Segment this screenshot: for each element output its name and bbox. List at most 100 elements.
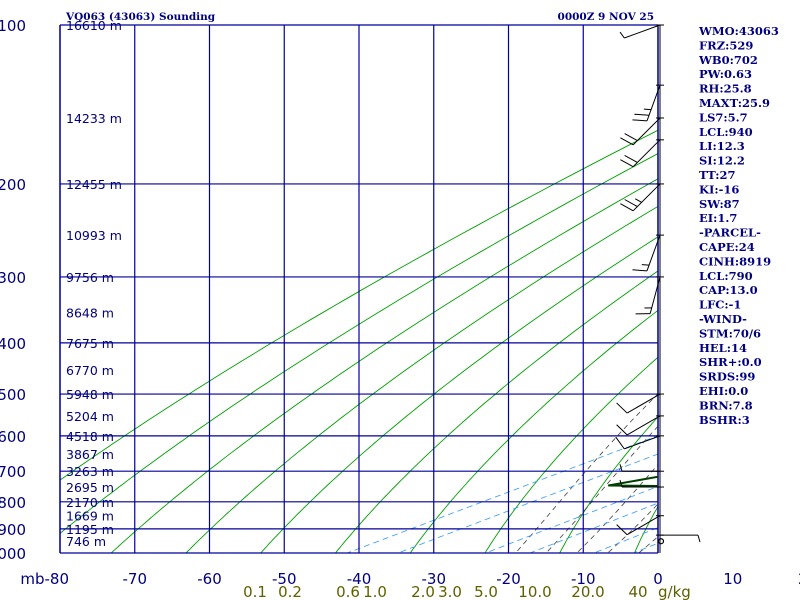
pressure-temperature-grid <box>59 24 659 554</box>
temperature-tick-label: 10 <box>723 570 742 588</box>
moist-adiabat-line <box>545 425 658 553</box>
height-label: 2695 m <box>66 480 114 495</box>
mixing-ratio-line <box>396 453 658 553</box>
index-line: EHI:0.0 <box>699 384 748 398</box>
height-label: 16610 m <box>66 18 122 33</box>
wind-barb <box>616 393 664 414</box>
barb-staff <box>632 183 661 212</box>
barb-staff <box>649 276 661 314</box>
index-line: LFC:-1 <box>699 298 741 312</box>
pressure-tick-label: 800 <box>0 494 26 512</box>
height-label: 4518 m <box>66 429 114 444</box>
profile-lines <box>608 475 658 488</box>
index-line: LI:12.3 <box>699 139 745 153</box>
wind-barbs <box>615 24 701 553</box>
pressure-tick-label: 600 <box>0 428 26 446</box>
height-label: 5948 m <box>66 387 114 402</box>
barb-flag <box>620 203 634 212</box>
mixing-ratio-line <box>484 485 658 553</box>
mixing-ratio-label: 0.6 <box>336 583 360 600</box>
dry-adiabat-line <box>559 416 658 553</box>
barb-flag <box>624 133 638 142</box>
mixing-ratio-label: g/kg <box>658 583 691 600</box>
index-line: SHR+:0.0 <box>699 355 762 369</box>
height-label: 8648 m <box>66 305 114 320</box>
index-line: CINH:8919 <box>699 254 771 268</box>
temperature-tick-label: -40 <box>347 570 372 588</box>
height-label: 3867 m <box>66 447 114 462</box>
index-line: LS7:5.7 <box>699 110 748 124</box>
barb-flag <box>620 137 634 146</box>
mixing-ratio-label: 2.0 <box>411 583 435 600</box>
pressure-tick-label: 200 <box>0 176 26 194</box>
index-line: STM:70/6 <box>699 326 761 340</box>
index-line: EI:1.7 <box>699 211 737 225</box>
index-line: CAPE:24 <box>699 240 755 254</box>
height-label: 10993 m <box>66 228 122 243</box>
index-line: TT:27 <box>699 168 736 182</box>
barb-staff <box>632 139 661 168</box>
pressure-tick-label: 900 <box>0 521 26 539</box>
mixing-ratio-label: 0.2 <box>278 583 302 600</box>
barb-flag <box>616 402 628 414</box>
height-label: 5204 m <box>66 409 114 424</box>
wind-barb <box>635 276 664 315</box>
barb-half-flag <box>697 534 701 543</box>
mixing-ratio-line <box>528 502 658 553</box>
barb-flag <box>616 524 628 536</box>
wind-barb <box>619 479 664 488</box>
barb-flag <box>624 154 638 163</box>
temperature-tick-labels: mb-80-70-60-50-40-30-20-10010203040 <box>20 570 800 588</box>
mixing-ratio-label: 5.0 <box>474 583 498 600</box>
height-label: 1195 m <box>66 522 114 537</box>
index-line: BRN:7.8 <box>699 398 753 412</box>
wind-barb <box>619 24 664 39</box>
moist-adiabat-line <box>514 393 658 553</box>
mixing-ratio-label: 3.0 <box>438 583 462 600</box>
moist-adiabat-line <box>607 503 658 553</box>
mixing-ratio-tick-labels: 0.1 0.2 0.6 1.0 2.0 3.0 5.0 10.0 20.0 40 g/kg <box>243 583 691 600</box>
index-line: LCL:790 <box>699 269 753 283</box>
temperature-tick-label: -60 <box>197 570 222 588</box>
height-label: 6770 m <box>66 363 114 378</box>
mixing-ratio-label: 40 <box>628 583 647 600</box>
calm-circle <box>657 538 665 545</box>
pressure-tick-label: 500 <box>0 386 26 404</box>
index-line: WMO:43063 <box>698 24 779 38</box>
height-label: 1669 m <box>66 509 114 524</box>
pressure-tick-label: 1000 <box>0 545 26 563</box>
pressure-tick-label: 400 <box>0 335 26 353</box>
index-line: BSHR:3 <box>699 413 750 427</box>
barb-staff <box>624 24 661 39</box>
height-label: 7675 m <box>66 336 114 351</box>
wind-barb <box>656 534 701 543</box>
barb-staff <box>626 515 661 536</box>
indices-panel: WMO:43063FRZ:529WB0:702PW:0.63RH:25.8MAX… <box>698 24 779 427</box>
temperature-tick-label: -10 <box>571 570 596 588</box>
temperature-tick-label: -20 <box>496 570 521 588</box>
barb-staff <box>632 117 661 146</box>
height-label: 9756 m <box>66 270 114 285</box>
height-label: 12455 m <box>66 177 122 192</box>
height-label: 14233 m <box>66 111 122 126</box>
barb-half-flag <box>619 479 623 488</box>
dry-adiabat-line <box>60 129 658 481</box>
barb-half-flag <box>619 31 625 39</box>
mixing-ratio-line <box>346 435 658 553</box>
dewpoint-line <box>608 475 658 488</box>
barb-staff <box>624 435 661 450</box>
temperature-tick-label: mb-80 <box>20 570 69 588</box>
barb-flag <box>624 199 638 208</box>
dry-adiabat-line <box>409 309 658 553</box>
wind-barb <box>632 234 664 272</box>
moist-adiabat-line <box>576 463 658 553</box>
temperature-tick-label: 0 <box>653 570 663 588</box>
dry-adiabats <box>60 129 658 553</box>
height-labels: 16610 m 14233 m 12455 m 10993 m 9756 m 8648 m… <box>66 18 122 549</box>
barb-half-flag <box>641 264 650 266</box>
temperature-tick-label: 20 <box>798 570 800 588</box>
mixing-ratio-label: 0.1 <box>243 583 267 600</box>
wind-barb <box>620 139 664 168</box>
dry-adiabat-line <box>185 205 658 553</box>
barb-flag <box>632 269 648 272</box>
